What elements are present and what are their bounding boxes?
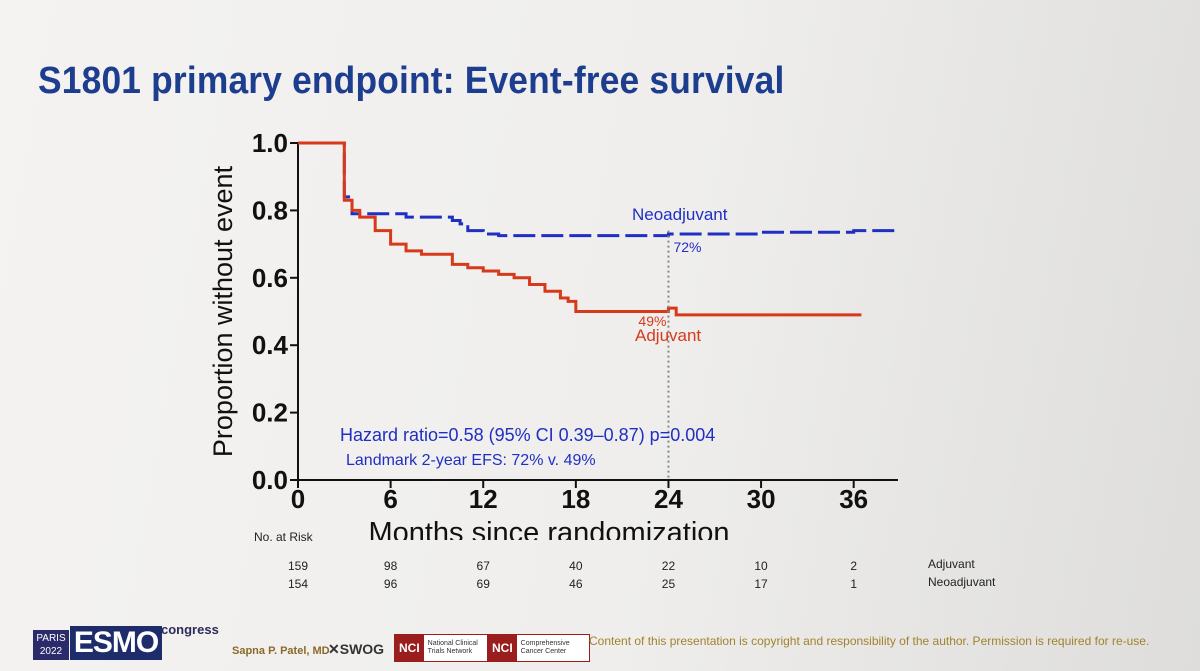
esmo-year: 2022 — [39, 646, 63, 657]
risk-table-cell: 17 — [754, 577, 768, 591]
x-tick-label: 18 — [561, 484, 590, 514]
landmark-adj-value: 49% — [638, 313, 666, 329]
risk-table-row-name: Adjuvant — [928, 557, 975, 571]
chart-axes — [297, 143, 898, 481]
x-axis-label: Months since randomization — [368, 517, 729, 540]
risk-table-cell: 40 — [569, 559, 583, 573]
x-tick-label: 30 — [747, 484, 776, 514]
nci-ctn-logo: NCI National Clinical Trials Network — [394, 634, 497, 662]
risk-table-cell: 98 — [383, 559, 398, 573]
series-label-neoadjuvant: Neoadjuvant — [632, 205, 728, 224]
risk-table-cell: 154 — [287, 577, 309, 591]
risk-table-cell: 159 — [287, 559, 309, 573]
risk-table-cell: 1 — [850, 577, 858, 591]
author-name: Sapna P. Patel, MD — [232, 645, 330, 657]
y-tick-label: 0.0 — [252, 465, 288, 495]
risk-table-cell: 10 — [754, 559, 768, 573]
km-chart: 0.0 0.2 0.4 0.6 0.8 1.0 0 6 12 18 24 30 36 Months sin… — [208, 128, 900, 540]
landmark-efs-text: Landmark 2-year EFS: 72% v. 49% — [346, 452, 596, 469]
y-axis-label: Proportion without event — [208, 165, 238, 457]
swog-x-icon: ✕ — [328, 641, 340, 657]
esmo-logo-badge: PARIS 2022 ESMO congress — [33, 622, 219, 662]
nci-tag: NCI — [488, 635, 517, 661]
nci-subtitle: Comprehensive Cancer Center — [520, 640, 570, 655]
esmo-city: PARIS — [36, 633, 66, 644]
risk-table-cell: 96 — [383, 577, 398, 591]
chart-annotations: Neoadjuvant Adjuvant 72% 49% Hazard ratio=0.… — [340, 205, 728, 480]
series-line-neoadjuvant — [298, 141, 900, 238]
nci-subtitle: National Clinical Trials Network — [427, 640, 478, 655]
y-tick-label: 0.6 — [252, 263, 288, 293]
slide-title: S1801 primary endpoint: Event-free survi… — [38, 60, 785, 102]
x-tick-label: 12 — [469, 484, 498, 514]
x-tick-label: 24 — [654, 484, 683, 514]
copyright-notice: Content of this presentation is copyrigh… — [589, 634, 1150, 648]
x-tick-label: 0 — [291, 484, 305, 514]
series-label-adjuvant: Adjuvant — [635, 326, 701, 345]
risk-table-cell: 25 — [661, 577, 676, 591]
risk-table-row-name: Neoadjuvant — [928, 575, 996, 589]
risk-table-cell: 67 — [476, 559, 490, 573]
esmo-logo: ESMO — [70, 626, 162, 660]
risk-table-cell: 22 — [661, 559, 676, 573]
y-tick-label: 0.8 — [252, 195, 288, 225]
x-tick-label: 36 — [839, 484, 868, 514]
risk-table-cell: 69 — [476, 577, 490, 591]
risk-table-cell: 2 — [850, 559, 858, 573]
y-tick-label: 0.4 — [252, 330, 289, 360]
risk-table-cell: 46 — [569, 577, 583, 591]
x-tick-label: 6 — [383, 484, 397, 514]
hazard-ratio-text: Hazard ratio=0.58 (95% CI 0.39–0.87) p=0… — [340, 425, 715, 445]
y-tick-label: 0.2 — [252, 398, 288, 428]
y-tick-label: 1.0 — [252, 128, 288, 158]
chart-lines — [298, 141, 900, 317]
chart-ticks: 0.0 0.2 0.4 0.6 0.8 1.0 0 6 12 18 24 30 36 Months sin… — [208, 128, 868, 540]
swog-text: SWOG — [339, 641, 385, 657]
nci-ccc-logo: NCI Comprehensive Cancer Center — [487, 634, 590, 662]
landmark-neo-value: 72% — [673, 239, 701, 255]
swog-logo: ✕SWOG — [328, 641, 384, 658]
esmo-congress: congress — [161, 622, 219, 637]
esmo-place: PARIS 2022 — [33, 630, 69, 660]
risk-table-title: No. at Risk — [254, 530, 313, 544]
nci-tag: NCI — [395, 635, 424, 661]
series-line-adjuvant — [298, 141, 862, 317]
